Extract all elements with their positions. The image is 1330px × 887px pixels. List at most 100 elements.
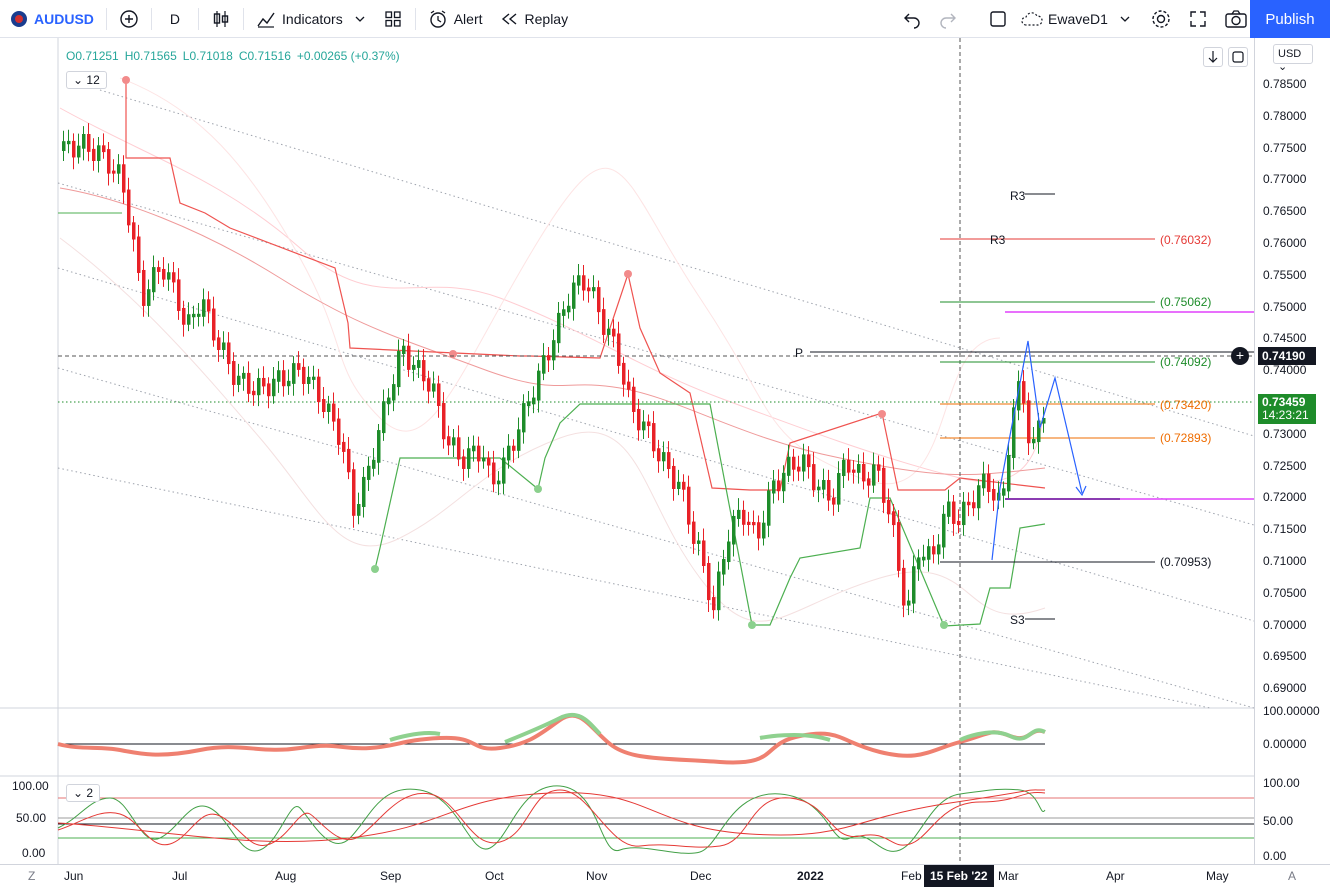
- candle-up: [722, 559, 726, 575]
- last-price: 0.73459: [1262, 395, 1306, 409]
- mid-ma[interactable]: [59, 187, 1046, 476]
- osc2-levels: [58, 797, 1254, 839]
- candle-down: [862, 464, 866, 482]
- symbol-search[interactable]: AUDUSD: [0, 0, 102, 38]
- candle-down: [692, 521, 696, 544]
- price-tick: 0.70000: [1263, 617, 1307, 632]
- candle-down: [582, 275, 586, 291]
- candle-up: [592, 287, 596, 292]
- candle-up: [982, 473, 986, 489]
- divider: [105, 7, 107, 30]
- fib-level-label: (0.74092): [1160, 355, 1212, 369]
- candles[interactable]: [62, 123, 1046, 621]
- upper-band[interactable]: [59, 107, 1046, 482]
- osc2-red-line[interactable]: [57, 789, 1046, 848]
- settings-button[interactable]: [1142, 0, 1180, 38]
- price-tick: 0.77500: [1263, 140, 1307, 155]
- plus-circle-icon: [120, 9, 138, 28]
- osc2-slow-line[interactable]: [57, 789, 1046, 843]
- candle-up: [917, 557, 921, 570]
- high-value: H0.71565: [124, 49, 177, 63]
- candle-down: [87, 134, 91, 152]
- chart-type-button[interactable]: [203, 0, 239, 38]
- redo-button[interactable]: [930, 0, 966, 38]
- price-tick: 0.71500: [1263, 522, 1307, 537]
- candle-up: [62, 141, 66, 151]
- candle-up: [497, 480, 501, 485]
- candle-down: [637, 408, 641, 431]
- candle-up: [417, 360, 421, 368]
- candle-down: [322, 399, 326, 412]
- indicators-collapse-badge[interactable]: ⌄ 12: [66, 71, 107, 89]
- indicators-button[interactable]: Indicators: [248, 0, 375, 38]
- candle-down: [897, 522, 901, 571]
- templates-button[interactable]: [375, 0, 411, 38]
- publish-button[interactable]: Publish: [1250, 0, 1330, 38]
- candle-down: [932, 546, 936, 555]
- open-value: O0.71251: [66, 49, 119, 63]
- candle-down: [407, 345, 411, 370]
- candle-up: [307, 376, 311, 384]
- candle-down: [777, 480, 781, 492]
- chart-canvas[interactable]: [0, 38, 1254, 864]
- price-tick: 0.75500: [1263, 267, 1307, 282]
- candle-down: [122, 164, 126, 193]
- log-scale-button[interactable]: Z: [28, 869, 36, 883]
- layout-button[interactable]: EwaveD1: [1012, 0, 1140, 38]
- alert-label: Alert: [453, 10, 483, 27]
- time-axis[interactable]: Jun Jul Aug Sep Oct Nov Dec 2022 Feb Mar…: [0, 864, 1330, 887]
- level-lines[interactable]: [810, 193, 1254, 620]
- candle-up: [787, 456, 791, 476]
- red-trailing-stop[interactable]: [125, 80, 1046, 491]
- candle-up: [117, 164, 121, 174]
- osc2-green-line[interactable]: [57, 785, 1046, 854]
- candle-down: [832, 497, 836, 505]
- low-value: L0.71018: [182, 49, 233, 63]
- green-stop-markers: [371, 485, 948, 629]
- scroll-down-button[interactable]: [1203, 47, 1223, 67]
- time-label: 2022: [797, 869, 824, 883]
- interval-button[interactable]: D: [169, 10, 181, 27]
- candle-down: [297, 363, 301, 370]
- osc-collapse-badge[interactable]: ⌄ 2: [66, 784, 101, 802]
- auto-scale-button[interactable]: A: [1288, 869, 1297, 883]
- price-axis[interactable]: USD ⌄ 0.78500 0.78000 0.77500 0.77000 0.7650…: [1254, 38, 1330, 864]
- candle-up: [517, 429, 521, 451]
- replay-label: Replay: [524, 10, 569, 27]
- top-toolbar: AUDUSD D Indicators Alert Replay EwaveD1: [0, 0, 1330, 38]
- candle-down: [447, 436, 451, 446]
- undo-button[interactable]: [894, 0, 930, 38]
- candle-up: [1012, 407, 1016, 458]
- candle-up: [782, 472, 786, 492]
- candle-down: [807, 454, 811, 468]
- channel-lines[interactable]: [57, 89, 1254, 709]
- snapshot-button[interactable]: [1216, 0, 1256, 38]
- compare-button[interactable]: [111, 0, 147, 38]
- candle-down: [682, 481, 686, 490]
- replay-button[interactable]: Replay: [491, 0, 577, 38]
- osc1-tick: 100.00000: [1263, 704, 1320, 718]
- fullscreen-chart-button[interactable]: [980, 0, 1016, 38]
- candle-up: [977, 485, 981, 509]
- crosshair-add-button[interactable]: +: [1231, 347, 1249, 365]
- candle-up: [412, 364, 416, 370]
- candle-up: [817, 486, 821, 491]
- candle-up: [467, 448, 471, 469]
- candle-down: [302, 366, 306, 384]
- candle-up: [677, 481, 681, 489]
- candle-down: [702, 540, 706, 566]
- currency-selector[interactable]: USD ⌄: [1273, 44, 1313, 73]
- candle-down: [602, 309, 606, 335]
- candle-down: [1022, 381, 1026, 404]
- maximize-pane-button[interactable]: [1228, 47, 1248, 67]
- wave-projection[interactable]: [991, 340, 1083, 561]
- fullscreen-button[interactable]: [1180, 0, 1216, 38]
- candle-down: [72, 140, 76, 158]
- time-label: Nov: [586, 869, 608, 883]
- candle-up: [452, 437, 456, 446]
- alert-button[interactable]: Alert: [420, 0, 491, 38]
- osc1-tick: 0.00000: [1263, 737, 1307, 751]
- price-tick: 0.78000: [1263, 108, 1307, 123]
- candle-down: [892, 511, 896, 526]
- lower-band[interactable]: [59, 237, 1046, 622]
